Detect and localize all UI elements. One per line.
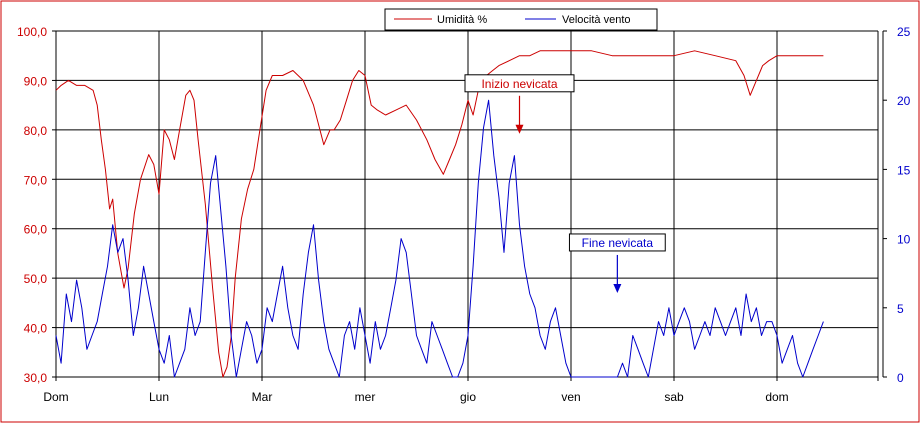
x-tick-label: gio xyxy=(460,390,476,404)
series-layer xyxy=(55,50,824,378)
right-tick-label: 5 xyxy=(897,302,904,316)
left-tick-label: 50,0 xyxy=(24,272,48,286)
axes-layer: 30,0 40,0 50,0 60,0 70,0 80,0 90,0 100,0 Dom Lun M… xyxy=(17,25,911,404)
x-tick-label: ven xyxy=(561,390,580,404)
x-tick-label: Lun xyxy=(149,390,169,404)
annotation-box xyxy=(568,233,666,252)
legend-label-wind: Velocità vento xyxy=(562,14,631,26)
x-tick-label: mer xyxy=(355,390,376,404)
x-tick-label: dom xyxy=(765,390,788,404)
annotation-arrow-head xyxy=(515,124,524,134)
right-tick-label: 25 xyxy=(897,25,911,39)
left-tick-label: 90,0 xyxy=(24,74,48,88)
legend-label-humidity: Umidità % xyxy=(437,14,487,26)
left-tick-label: 100,0 xyxy=(17,25,47,39)
left-tick-label: 40,0 xyxy=(24,322,48,336)
x-tick-label: Mar xyxy=(252,390,273,404)
left-tick-label: 30,0 xyxy=(24,371,48,385)
right-tick-label: 15 xyxy=(897,163,911,177)
right-tick-label: 10 xyxy=(897,233,911,247)
legend: Umidità % Velocità vento xyxy=(384,8,658,31)
legend-box xyxy=(384,8,658,31)
humidity-series-line xyxy=(55,50,824,378)
annotation-label: Inizio nevicata xyxy=(481,77,557,91)
x-tick-label: Dom xyxy=(43,390,68,404)
right-tick-label: 20 xyxy=(897,94,911,108)
annotation-label: Fine nevicata xyxy=(582,236,654,250)
x-tick-label: sab xyxy=(664,390,684,404)
wind-series-line xyxy=(55,99,824,378)
left-tick-label: 70,0 xyxy=(24,173,48,187)
annotation-box xyxy=(464,74,575,93)
left-tick-label: 80,0 xyxy=(24,124,48,138)
right-tick-label: 0 xyxy=(897,371,904,385)
annotation-arrow-head xyxy=(613,283,622,293)
left-tick-label: 60,0 xyxy=(24,223,48,237)
annotation-layer: Inizio nevicata Fine nevicata xyxy=(464,74,666,293)
